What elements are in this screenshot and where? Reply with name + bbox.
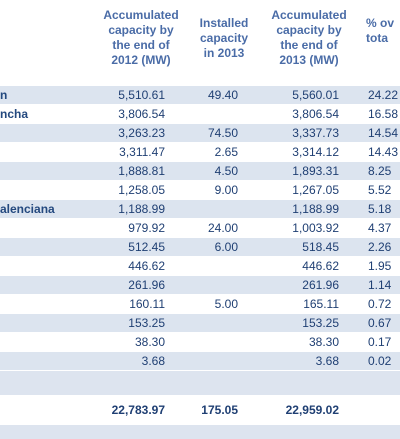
cell-accumulated-2013: 1,893.31 (292, 164, 339, 178)
cell-percent-total: 5.52 (368, 183, 392, 197)
cell-installed-2013: 49.40 (207, 88, 238, 102)
cell-accumulated-2013: 3,314.12 (292, 145, 339, 159)
cell-accumulated-2013: 153.25 (302, 316, 339, 330)
total-installed-2013: 175.05 (201, 403, 238, 417)
cell-accumulated-2013: 518.45 (302, 240, 339, 254)
table-row: 261.96 261.96 1.14 (0, 276, 400, 295)
table-row: alenciana 1,188.99 1,188.99 5.18 (0, 200, 400, 219)
cell-percent-total: 14.43 (368, 145, 399, 159)
region-name: ncha (0, 107, 29, 121)
region-name: alenciana (0, 202, 55, 216)
cell-accumulated-2013: 165.11 (303, 297, 339, 311)
cell-accumulated-2012: 1,888.81 (118, 164, 165, 178)
cell-accumulated-2013: 261.96 (302, 278, 339, 292)
total-row: 22,783.97 175.05 22,959.02 (0, 395, 400, 425)
cell-percent-total: 1.14 (368, 278, 392, 292)
table-row: 160.11 5.00 165.11 0.72 (0, 295, 400, 314)
bottom-band (0, 425, 400, 439)
cell-accumulated-2013: 3,806.54 (292, 107, 339, 121)
region-name: n (0, 88, 8, 102)
cell-accumulated-2013: 38.30 (308, 335, 339, 349)
header-installed-2013: Installed capacity in 2013 (199, 16, 249, 60)
cell-accumulated-2012: 38.30 (134, 335, 165, 349)
cell-accumulated-2012: 153.25 (128, 316, 165, 330)
header-accumulated-2013: Accumulated capacity by the end of 2013 … (271, 8, 347, 67)
table-row: 153.25 153.25 0.67 (0, 314, 400, 333)
total-2012: 22,783.97 (111, 403, 165, 417)
cell-accumulated-2012: 5,510.61 (118, 88, 165, 102)
cell-accumulated-2012: 1,188.99 (118, 202, 165, 216)
table-header: Accumulated capacity by the end of 2012 … (0, 0, 400, 86)
cell-accumulated-2012: 3,263.23 (118, 126, 165, 140)
cell-accumulated-2013: 1,267.05 (292, 183, 339, 197)
cell-percent-total: 24.22 (368, 88, 399, 102)
table-row: 512.45 6.00 518.45 2.26 (0, 238, 400, 257)
table-row: 1,888.81 4.50 1,893.31 8.25 (0, 162, 400, 181)
cell-percent-total: 1.95 (368, 259, 392, 273)
table-row: 3,311.47 2.65 3,314.12 14.43 (0, 143, 400, 162)
cell-installed-2013: 9.00 (214, 183, 238, 197)
table-row: 3,263.23 74.50 3,337.73 14.54 (0, 124, 400, 143)
cell-accumulated-2013: 1,003.92 (292, 221, 339, 235)
cell-percent-total: 0.67 (368, 316, 392, 330)
cell-accumulated-2012: 3,311.47 (119, 145, 165, 159)
cell-accumulated-2012: 1,258.05 (118, 183, 165, 197)
cell-installed-2013: 24.00 (207, 221, 238, 235)
cell-accumulated-2012: 512.45 (128, 240, 165, 254)
cell-accumulated-2013: 1,188.99 (292, 202, 339, 216)
table-row: n 5,510.61 49.40 5,560.01 24.22 (0, 86, 400, 105)
cell-percent-total: 8.25 (368, 164, 392, 178)
cell-percent-total: 0.17 (368, 335, 392, 349)
cell-accumulated-2013: 3.68 (315, 354, 339, 368)
cell-accumulated-2012: 3.68 (141, 354, 165, 368)
cell-installed-2013: 5.00 (214, 297, 238, 311)
cell-installed-2013: 6.00 (214, 240, 238, 254)
cell-percent-total: 16.58 (368, 107, 399, 121)
header-accumulated-2012: Accumulated capacity by the end of 2012 … (103, 8, 179, 67)
table-row: 446.62 446.62 1.95 (0, 257, 400, 276)
table-body: n 5,510.61 49.40 5,560.01 24.22 ncha 3,806.54 3… (0, 86, 400, 371)
cell-percent-total: 4.37 (368, 221, 392, 235)
header-percent-total: % ov tota (366, 16, 395, 45)
cell-installed-2013: 4.50 (214, 164, 238, 178)
total-2013: 22,959.02 (285, 403, 339, 417)
cell-accumulated-2012: 261.96 (128, 278, 165, 292)
cell-percent-total: 0.02 (368, 354, 392, 368)
cell-percent-total: 2.26 (368, 240, 392, 254)
table-row: 1,258.05 9.00 1,267.05 5.52 (0, 181, 400, 200)
cell-accumulated-2012: 160.11 (129, 297, 165, 311)
cell-accumulated-2012: 3,806.54 (118, 107, 165, 121)
cell-percent-total: 5.18 (368, 202, 392, 216)
cell-installed-2013: 2.65 (214, 145, 238, 159)
table-row: 3.68 3.68 0.02 (0, 352, 400, 371)
cell-accumulated-2012: 446.62 (128, 259, 165, 273)
table-row: 38.30 38.30 0.17 (0, 333, 400, 352)
cell-accumulated-2013: 3,337.73 (292, 126, 339, 140)
cell-accumulated-2012: 979.92 (128, 221, 165, 235)
cell-percent-total: 14.54 (368, 126, 399, 140)
cell-installed-2013: 74.50 (207, 126, 238, 140)
table-row: 979.92 24.00 1,003.92 4.37 (0, 219, 400, 238)
cell-accumulated-2013: 5,560.01 (292, 88, 339, 102)
cell-percent-total: 0.72 (368, 297, 392, 311)
table-row: ncha 3,806.54 3,806.54 16.58 (0, 105, 400, 124)
cell-accumulated-2013: 446.62 (302, 259, 339, 273)
